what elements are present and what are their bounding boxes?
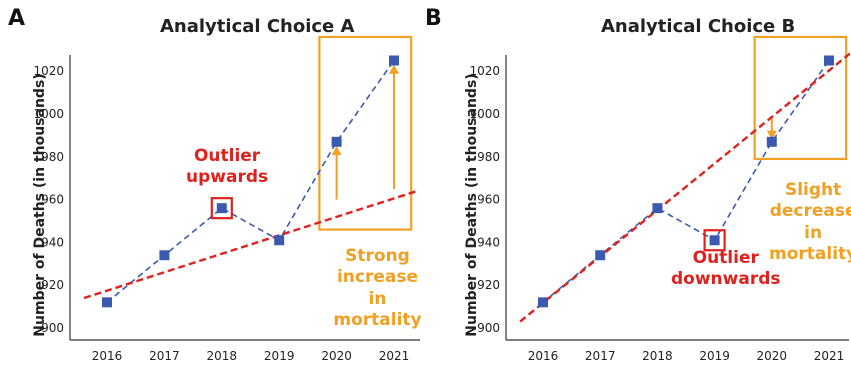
data-point	[274, 235, 285, 246]
y-tick-label: 1020	[469, 64, 500, 78]
x-tick-label: 2018	[642, 349, 673, 363]
y-tick-label: 940	[477, 235, 500, 249]
annotation-mortality: Slight decrease in mortality	[769, 180, 851, 264]
chart-b: 900 920 940 960 980 1000 1020 2016 2017 2018 2019 2…	[469, 35, 850, 363]
data-point	[102, 297, 112, 308]
outlier-marker	[703, 229, 726, 252]
y-tick-label: 980	[477, 150, 500, 164]
highlight-box	[753, 35, 848, 161]
x-tick-label: 2021	[814, 349, 845, 363]
x-tick-label: 2016	[92, 349, 123, 363]
arrow-head	[766, 130, 777, 140]
x-tick-label: 2019	[264, 349, 295, 363]
x-tick-label: 2016	[528, 349, 559, 363]
chart-title: Analytical Choice A	[160, 16, 355, 37]
x-tick-label: 2021	[379, 349, 410, 363]
trend-line	[83, 189, 418, 300]
y-tick-label: 960	[477, 193, 500, 207]
highlight-box	[318, 35, 413, 231]
panel-letter: A	[8, 6, 26, 31]
annotation-mortality: Strong increase in mortality	[333, 246, 422, 330]
y-tick-label: 920	[41, 278, 64, 292]
y-tick-label: 980	[41, 150, 64, 164]
x-tick-label: 2019	[699, 349, 730, 363]
panel-letter: B	[425, 6, 442, 31]
y-tick-label: 1020	[33, 64, 64, 78]
panel-b: B Analytical Choice B Number of Deaths (…	[425, 0, 851, 366]
arrow-head	[331, 146, 342, 156]
arrow-head	[389, 64, 399, 74]
data-point	[709, 235, 720, 246]
series-line	[106, 60, 395, 303]
data-point	[652, 203, 663, 214]
y-tick-label: 920	[477, 278, 500, 292]
x-tick-label: 2020	[757, 349, 788, 363]
x-tick-label: 2017	[585, 349, 616, 363]
x-tick-label: 2018	[207, 349, 238, 363]
y-tick-label: 960	[41, 193, 64, 207]
data-point	[538, 297, 548, 308]
outlier-marker	[210, 197, 233, 220]
data-point	[216, 203, 227, 214]
chart-a: 900 920 940 960 980 1000 1020 2016 2017 2018 2019 2…	[33, 35, 420, 363]
annotation-outlier: Outlier upwards	[186, 146, 269, 188]
x-tick-label: 2017	[149, 349, 180, 363]
data-point	[389, 55, 399, 66]
chart-title: Analytical Choice B	[601, 16, 796, 37]
annotation-outlier: Outlier downwards	[671, 248, 781, 290]
y-tick-label: 900	[41, 321, 64, 335]
x-tick-label: 2020	[321, 349, 352, 363]
y-tick-label: 1000	[469, 107, 500, 121]
data-point	[159, 250, 170, 261]
data-point	[766, 136, 777, 147]
trend-line	[519, 51, 850, 323]
data-point	[824, 55, 834, 66]
panel-a: A Analytical Choice A Number of Deaths (…	[0, 0, 425, 366]
data-point	[331, 136, 342, 147]
y-tick-label: 940	[41, 235, 64, 249]
y-tick-label: 900	[477, 321, 500, 335]
data-point	[595, 250, 606, 261]
y-tick-label: 1000	[33, 107, 64, 121]
